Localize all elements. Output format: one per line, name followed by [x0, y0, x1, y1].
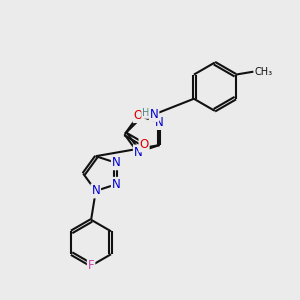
- Text: O: O: [140, 138, 149, 151]
- Text: N: N: [134, 146, 142, 158]
- Text: O: O: [134, 109, 143, 122]
- Text: N: N: [92, 184, 100, 197]
- Text: F: F: [88, 259, 94, 272]
- Text: N: N: [112, 178, 121, 191]
- Text: N: N: [112, 156, 121, 169]
- Text: N: N: [150, 108, 158, 121]
- Text: N: N: [155, 116, 164, 129]
- Text: CH₃: CH₃: [255, 67, 273, 77]
- Text: H: H: [142, 108, 149, 118]
